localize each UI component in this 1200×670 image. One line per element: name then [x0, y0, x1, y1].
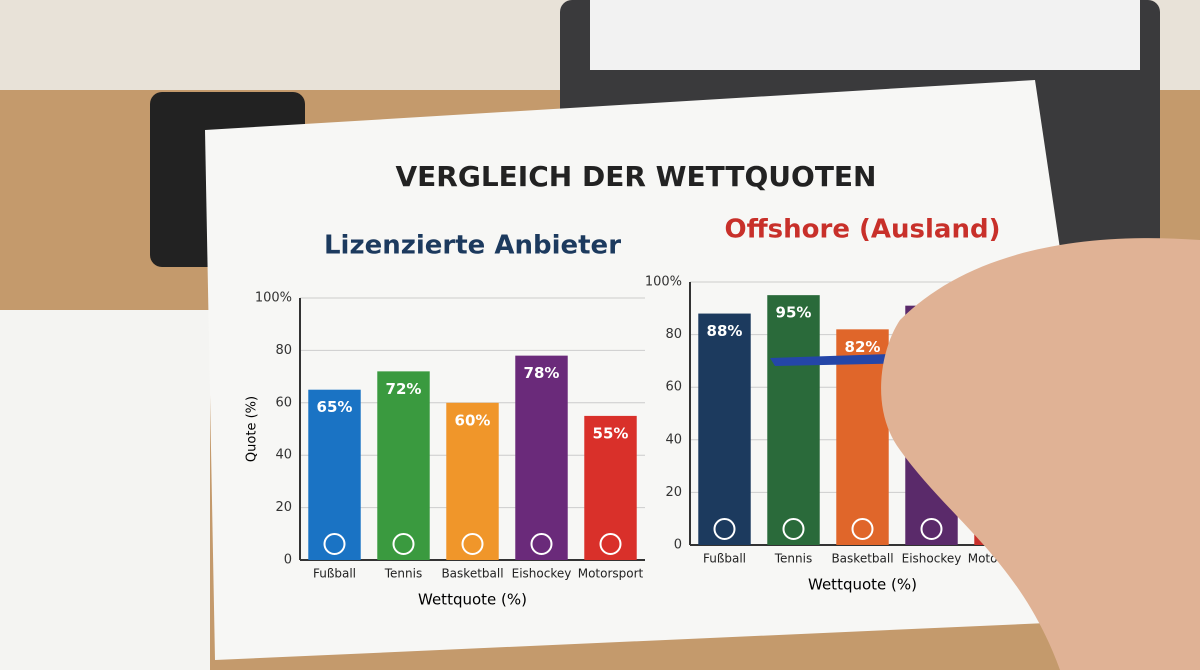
- x-tick-label: Tennis: [384, 567, 422, 581]
- y-tick-label: 40: [665, 432, 682, 447]
- y-tick-label: 0: [284, 553, 292, 568]
- sport-icon: [782, 518, 805, 540]
- y-tick-label: 60: [275, 395, 292, 410]
- page-title: VERGLEICH DER WETTQUOTEN: [396, 160, 877, 193]
- y-tick-label: 0: [674, 538, 682, 553]
- x-tick-label: Fußball: [703, 552, 746, 566]
- bar: [308, 389, 361, 560]
- x-tick-label: Fußball: [313, 567, 356, 581]
- sport-icon: [851, 518, 874, 540]
- y-axis-label: Quote (%): [245, 396, 260, 462]
- laptop-screen: [590, 0, 1140, 70]
- chart-title: Offshore (Ausland): [725, 215, 1001, 245]
- sport-icon: [392, 533, 415, 555]
- value-label: 72%: [386, 380, 422, 398]
- y-tick-label: 60: [665, 380, 682, 395]
- value-label: 82%: [845, 338, 881, 356]
- y-tick-label: 20: [665, 485, 682, 500]
- value-label: 95%: [776, 304, 812, 322]
- value-label: 88%: [707, 322, 743, 340]
- x-tick-label: Eishockey: [512, 567, 572, 581]
- bar: [584, 415, 637, 560]
- sport-icon: [599, 533, 622, 555]
- sport-icon: [461, 533, 484, 555]
- x-tick-label: Basketball: [441, 567, 503, 581]
- x-tick-label: Eishockey: [902, 552, 962, 566]
- x-tick-label: Tennis: [774, 552, 812, 566]
- bar: [836, 329, 889, 545]
- value-label: 55%: [593, 424, 629, 442]
- bar: [767, 295, 820, 545]
- y-tick-label: 40: [275, 448, 292, 463]
- bar: [515, 355, 568, 560]
- hand: [881, 238, 1200, 670]
- sport-icon: [323, 533, 346, 555]
- x-axis-label: Wettquote (%): [418, 591, 527, 609]
- value-label: 60%: [455, 411, 491, 429]
- x-tick-label: Motorsport: [578, 567, 644, 581]
- y-tick-label: 80: [665, 327, 682, 342]
- bar: [377, 371, 430, 560]
- sport-icon: [713, 518, 736, 540]
- chart-title: Lizenzierte Anbieter: [324, 231, 621, 261]
- y-tick-label: 20: [275, 500, 292, 515]
- sport-icon: [920, 518, 943, 540]
- bar: [698, 313, 751, 545]
- value-label: 78%: [524, 364, 560, 382]
- y-tick-label: 100%: [645, 275, 682, 290]
- x-axis-label: Wettquote (%): [808, 576, 917, 594]
- sport-icon: [530, 533, 553, 555]
- value-label: 65%: [317, 398, 353, 416]
- x-tick-label: Basketball: [831, 552, 893, 566]
- y-tick-label: 80: [275, 343, 292, 358]
- notebook: [0, 310, 210, 670]
- y-tick-label: 100%: [255, 291, 292, 306]
